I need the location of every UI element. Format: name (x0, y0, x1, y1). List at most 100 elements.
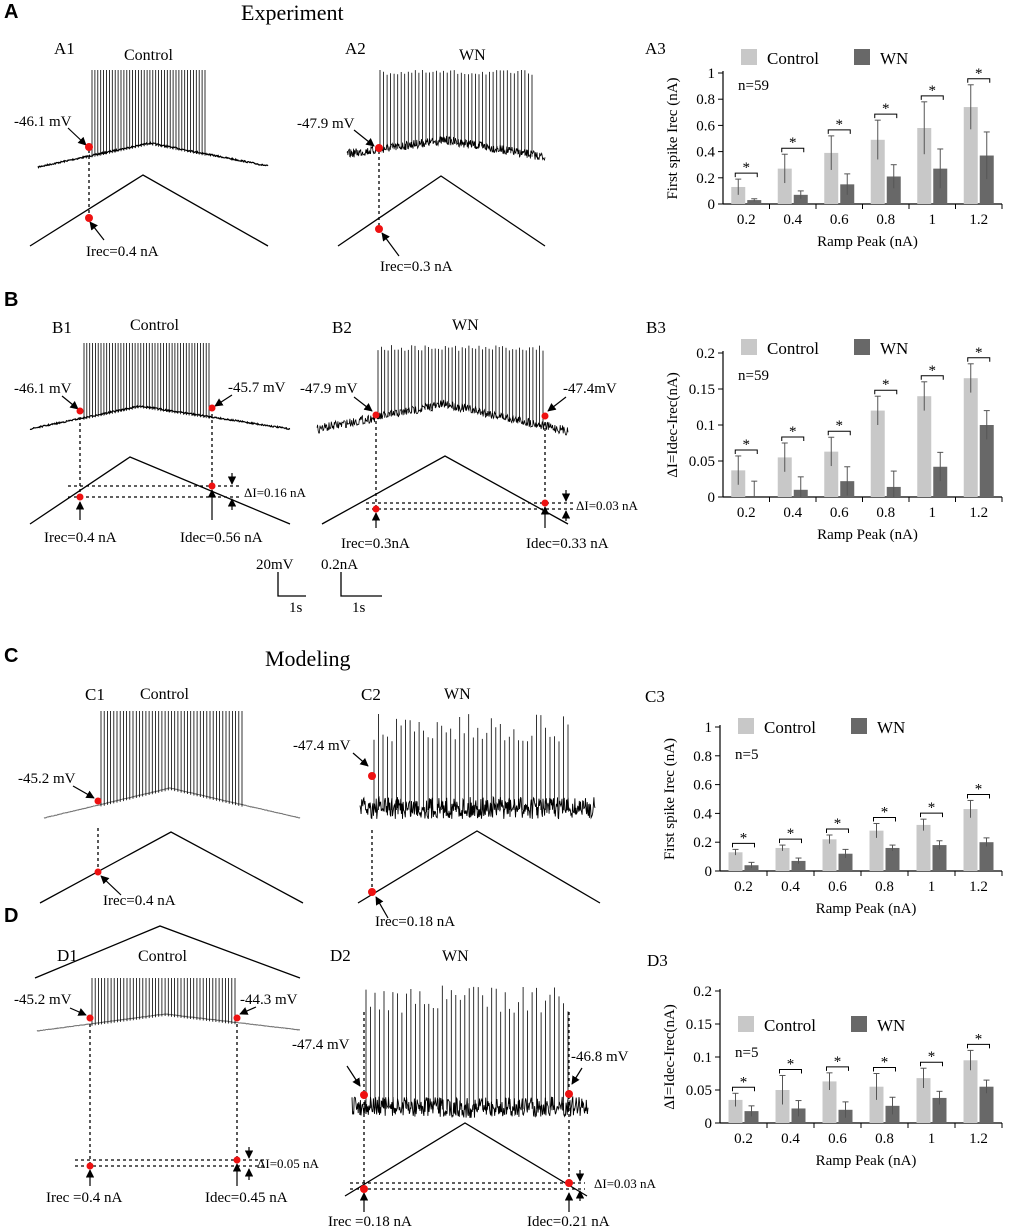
x-axis-label: Ramp Peak (nA) (816, 1153, 917, 1169)
B2-irec-label: Irec=0.3nA (341, 536, 410, 552)
ramp-A1 (29, 174, 269, 247)
bar-control-0.8 (869, 1086, 884, 1123)
significance-star: * (834, 816, 842, 832)
scale-time2-label: 1s (352, 600, 366, 616)
bar-control-0.8 (870, 410, 885, 497)
significance-bracket (827, 430, 851, 436)
ramp-C2 (357, 830, 601, 904)
spike-train (365, 985, 569, 1110)
bar-wn-0.4 (791, 860, 806, 871)
x-tick-label: 1 (929, 212, 937, 228)
significance-bracket (734, 449, 758, 454)
bar-control-1.2 (963, 1060, 978, 1123)
x-tick-label: 1.2 (969, 1131, 988, 1147)
spike-train (83, 343, 210, 420)
legend-swatch-control (741, 339, 757, 355)
significance-bracket (827, 129, 851, 134)
significance-bracket (920, 95, 944, 100)
bar-control-1 (916, 824, 931, 871)
arrow-B1-v2 (214, 394, 233, 407)
arrow-B1-v1 (61, 395, 79, 410)
significance-bracket (779, 838, 802, 844)
significance-star: * (881, 804, 889, 820)
marker-D2-irec (360, 1185, 368, 1193)
panel-label-C: C (4, 645, 18, 667)
marker-B2-v2 (541, 412, 549, 420)
bar-wn-1.2 (979, 1086, 994, 1123)
bar-control-0.4 (777, 168, 792, 204)
scale-voltage-label: 20mV (256, 557, 294, 573)
bar-control-0.6 (824, 451, 839, 497)
sub-label-B3: B3 (646, 318, 666, 337)
bar-wn-1.2 (979, 842, 994, 871)
sample-size-label: n=5 (735, 1045, 758, 1061)
D1-voltage1-label: -45.2 mV (14, 992, 72, 1008)
bar-control-0.4 (775, 1090, 790, 1123)
arrow-A2-v (353, 129, 375, 147)
marker-D1-irec (86, 1162, 94, 1170)
x-tick-label: 0.8 (875, 879, 894, 895)
spike-train (373, 714, 569, 810)
significance-star: * (787, 1056, 795, 1072)
D2-delta-label: ΔI=0.03 nA (594, 1176, 657, 1191)
D1-condition: Control (138, 948, 187, 965)
y-tick-label: 0.2 (696, 346, 715, 362)
B1-delta-label: ΔI=0.16 nA (244, 485, 307, 500)
y-tick-label: 0 (705, 1116, 713, 1132)
y-tick-label: 1 (708, 66, 716, 82)
significance-star: * (881, 1055, 889, 1071)
sub-label-B2: B2 (332, 318, 352, 337)
bar-control-0.4 (777, 457, 792, 497)
significance-star: * (975, 345, 983, 361)
marker-D2-v1 (360, 1091, 368, 1099)
sub-label-C3: C3 (645, 687, 665, 706)
y-axis-label: First spike Irec (nA) (662, 738, 678, 860)
significance-bracket (920, 1061, 943, 1067)
membrane-trace (351, 1096, 589, 1119)
x-tick-label: 0.6 (830, 505, 849, 521)
sub-label-B1: B1 (52, 318, 72, 337)
significance-star: * (743, 437, 751, 453)
trace-C1 (43, 711, 301, 819)
C2-voltage-label: -47.4 mV (293, 738, 351, 754)
significance-star: * (789, 135, 797, 151)
legend-label-wn: WN (880, 49, 908, 68)
legend-swatch-control (738, 1016, 754, 1032)
arrow-D1-v1 (69, 1007, 87, 1016)
D2-condition: WN (442, 948, 469, 965)
D1-irec-label: Irec =0.4 nA (46, 1190, 123, 1206)
spike-train (377, 345, 544, 428)
marker-D1-v2 (233, 1014, 241, 1022)
x-tick-label: 1.2 (969, 212, 988, 228)
significance-bracket (732, 1086, 755, 1092)
bar-wn-1 (932, 845, 947, 871)
A2-voltage-label: -47.9 mV (297, 116, 355, 132)
bar-control-0.6 (822, 1081, 837, 1123)
D1-delta-label: ΔI=0.05 nA (257, 1156, 320, 1171)
marker-B2-v1 (372, 411, 380, 419)
C1-voltage-label: -45.2 mV (18, 771, 76, 787)
y-tick-label: 0 (705, 864, 713, 880)
marker-B2-irec (372, 505, 380, 513)
x-tick-label: 0.6 (828, 879, 847, 895)
B1-voltage2-label: -45.7 mV (228, 380, 286, 396)
sample-size-label: n=5 (735, 747, 758, 763)
significance-star: * (882, 377, 890, 393)
x-tick-label: 1.2 (969, 505, 988, 521)
spike-train (91, 70, 206, 158)
significance-bracket (779, 1068, 802, 1074)
sub-label-D1: D1 (57, 946, 78, 965)
membrane-trace (37, 140, 269, 169)
trace-D1 (36, 978, 300, 1032)
bar-control-1 (917, 396, 932, 497)
legend-label-wn: WN (877, 1016, 905, 1035)
bar-control-1 (916, 1078, 931, 1123)
panel-label-B: B (4, 289, 18, 311)
bar-control-0.8 (869, 830, 884, 871)
significance-bracket (967, 1043, 990, 1049)
B2-voltage2-label: -47.4mV (563, 381, 617, 397)
significance-bracket (873, 1067, 896, 1072)
y-tick-label: 0.6 (693, 778, 712, 794)
y-tick-label: 0 (708, 197, 716, 213)
B2-delta-label: ΔI=0.03 nA (576, 498, 639, 513)
